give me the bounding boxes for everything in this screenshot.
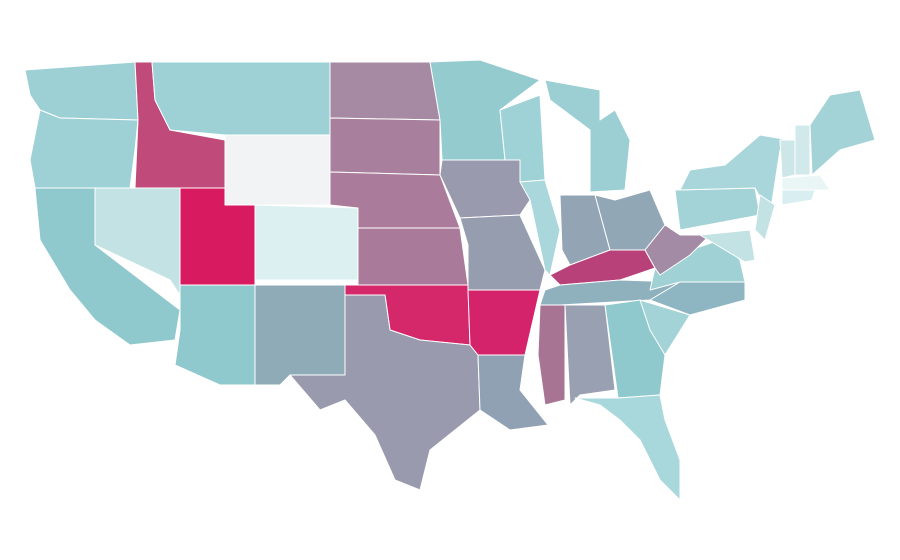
state-region — [537, 304, 566, 406]
state-region — [754, 194, 776, 241]
state-region — [674, 187, 761, 231]
state-region — [467, 289, 541, 356]
state-region — [329, 61, 441, 121]
state-region — [329, 117, 441, 176]
state-region — [779, 139, 796, 179]
state-region — [574, 394, 681, 501]
state-region — [644, 224, 711, 276]
state-region — [564, 304, 616, 406]
state-region — [781, 189, 816, 206]
state-region — [439, 159, 531, 219]
state-region — [649, 281, 746, 316]
state-region — [254, 284, 346, 386]
state-region — [781, 174, 831, 191]
state-region — [809, 89, 876, 176]
state-region — [699, 229, 756, 263]
state-region — [477, 354, 549, 431]
state-region — [254, 204, 359, 281]
state-region — [357, 227, 469, 286]
state-region — [639, 299, 691, 356]
state-region — [174, 284, 256, 386]
state-region — [289, 294, 481, 491]
state-region — [29, 109, 139, 189]
state-region — [794, 124, 811, 176]
state-region — [151, 61, 331, 136]
state-region — [544, 79, 631, 193]
state-region — [459, 214, 546, 291]
state-region — [224, 134, 331, 206]
